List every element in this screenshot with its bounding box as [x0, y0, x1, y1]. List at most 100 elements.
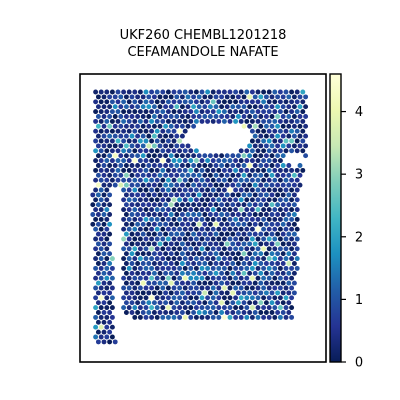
spot-marker [275, 104, 281, 110]
spot-marker [263, 310, 269, 315]
spot-marker [179, 172, 185, 178]
spot-marker [160, 305, 166, 311]
spot-marker [247, 241, 253, 247]
spot-marker [297, 182, 303, 188]
spot-marker [224, 280, 230, 286]
spot-marker [135, 280, 141, 286]
spot-marker [221, 236, 227, 242]
spot-marker [283, 216, 289, 222]
spot-marker [140, 261, 146, 266]
spot-marker [283, 167, 289, 173]
spot-marker [272, 295, 278, 301]
spot-marker [238, 118, 244, 124]
spot-marker [280, 123, 286, 129]
spot-marker [107, 133, 113, 139]
spot-marker [272, 158, 278, 164]
spot-marker [199, 207, 205, 213]
spot-marker [174, 133, 180, 139]
spot-marker [241, 251, 247, 257]
spot-marker [129, 270, 135, 276]
spot-marker [193, 246, 199, 252]
spot-marker [121, 216, 127, 222]
spot-marker [129, 123, 135, 129]
spot-marker [193, 197, 199, 203]
spot-marker [151, 123, 157, 129]
spot-marker [227, 118, 233, 124]
spot-marker [291, 123, 297, 129]
spot-marker [191, 290, 197, 296]
spot-marker [174, 300, 180, 306]
spot-marker [165, 89, 171, 95]
spot-marker [238, 314, 244, 320]
spot-marker [205, 197, 211, 203]
spot-marker [238, 99, 244, 105]
spot-marker [143, 246, 149, 252]
spot-marker [249, 109, 255, 115]
spot-marker [146, 280, 152, 286]
spot-marker [179, 261, 185, 266]
spot-marker [252, 114, 258, 119]
spot-marker [230, 241, 236, 247]
spot-marker [196, 202, 202, 208]
spot-marker [275, 251, 281, 257]
spot-marker [227, 216, 233, 222]
spot-marker [249, 177, 255, 183]
spot-marker [238, 197, 244, 203]
spot-marker [280, 133, 286, 139]
spot-marker [109, 275, 115, 281]
spot-marker [255, 158, 261, 164]
spot-marker [252, 241, 258, 247]
spot-marker [202, 300, 208, 306]
spot-marker [277, 177, 283, 183]
spot-marker [129, 202, 135, 208]
spot-marker [146, 231, 152, 237]
spot-marker [143, 295, 149, 301]
spot-marker [210, 314, 216, 320]
spot-marker [185, 241, 191, 247]
spot-marker [247, 251, 253, 257]
spot-marker [140, 231, 146, 237]
spot-marker [98, 177, 104, 183]
spot-marker [137, 138, 143, 144]
spot-marker [107, 339, 113, 345]
spot-marker [174, 94, 180, 100]
spot-marker [244, 275, 250, 281]
spot-marker [258, 163, 264, 168]
spot-marker [149, 118, 155, 124]
spot-marker [171, 197, 177, 203]
spot-marker [207, 270, 213, 276]
spot-marker [191, 202, 197, 208]
spot-marker [146, 94, 152, 100]
spot-marker [207, 310, 213, 315]
spot-marker [95, 94, 101, 100]
spot-marker [230, 310, 236, 315]
spot-marker [244, 118, 250, 124]
spot-marker [280, 192, 286, 198]
spot-marker [177, 177, 183, 183]
spot-marker [104, 167, 110, 173]
spot-marker [294, 197, 300, 203]
spot-marker [93, 207, 99, 213]
spot-marker [283, 265, 289, 271]
spot-marker [121, 138, 127, 144]
spot-marker [258, 94, 264, 100]
spot-marker [221, 265, 227, 271]
spot-marker [118, 153, 124, 159]
spot-marker [244, 167, 250, 173]
spot-marker [294, 109, 300, 115]
spot-marker [151, 172, 157, 178]
spot-marker [135, 114, 141, 119]
spot-marker [207, 172, 213, 178]
spot-marker [258, 182, 264, 188]
spot-marker [227, 265, 233, 271]
spot-marker [123, 251, 129, 257]
spot-marker [126, 148, 132, 154]
spot-marker [93, 177, 99, 183]
spot-marker [297, 123, 303, 129]
spot-marker [196, 310, 202, 315]
spot-marker [196, 94, 202, 100]
spot-marker [107, 202, 113, 208]
spot-marker [249, 128, 255, 134]
spot-marker [132, 295, 138, 301]
spot-marker [157, 231, 163, 237]
